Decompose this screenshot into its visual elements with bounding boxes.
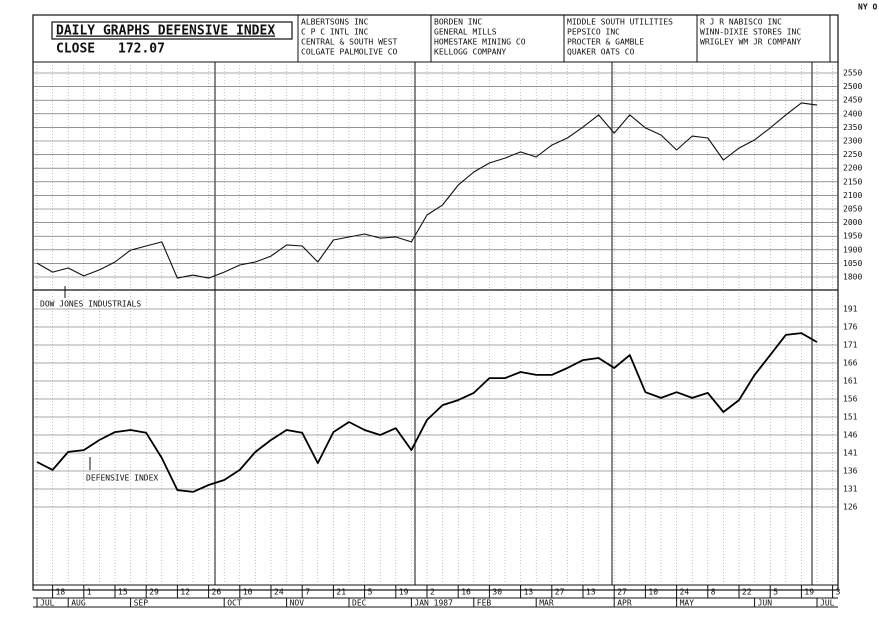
- component-name: HOMESTAKE MINING CO: [434, 38, 526, 47]
- y-tick-label: 176: [843, 323, 858, 332]
- y-tick-label: 2250: [843, 150, 862, 159]
- y-tick-label: 2300: [843, 137, 862, 146]
- series-line: [36, 102, 818, 279]
- y-tick-label: 2400: [843, 109, 862, 118]
- x-tick-label: 22: [742, 588, 752, 597]
- y-tick-label: 2500: [843, 82, 862, 91]
- title-box: [51, 21, 293, 40]
- x-tick-label: 10: [243, 588, 253, 597]
- chart-title: DAILY GRAPHS DEFENSIVE INDEX: [56, 24, 275, 39]
- corner-label: NY O: [858, 3, 877, 12]
- y-tick-label: 2550: [843, 69, 862, 78]
- month-label: AUG: [71, 599, 86, 608]
- month-label: DEC: [352, 599, 367, 608]
- component-name: PEPSICO INC: [567, 28, 620, 37]
- series-line: [36, 332, 818, 493]
- month-label: MAR: [539, 599, 554, 608]
- x-tick-label: 26: [212, 588, 222, 597]
- y-tick-label: 1900: [843, 245, 862, 254]
- x-tick-label: 2: [430, 588, 435, 597]
- x-tick-label: 29: [149, 588, 159, 597]
- x-tick-label: 24: [274, 588, 284, 597]
- x-tick-label: 16: [461, 588, 471, 597]
- x-tick-label: 19: [399, 588, 409, 597]
- y-tick-label: 1800: [843, 273, 862, 282]
- y-tick-label: 161: [843, 377, 858, 386]
- y-tick-label: 146: [843, 431, 858, 440]
- component-name: C P C INTL INC: [301, 28, 369, 37]
- x-tick-label: 1: [87, 588, 92, 597]
- y-tick-label: 141: [843, 449, 858, 458]
- x-tick-label: 5: [368, 588, 373, 597]
- x-tick-label: 18: [56, 588, 66, 597]
- y-tick-label: 2350: [843, 123, 862, 132]
- y-tick-label: 2050: [843, 205, 862, 214]
- component-name: KELLOGG COMPANY: [434, 48, 506, 57]
- x-tick-label: 12: [180, 588, 190, 597]
- y-tick-label: 1950: [843, 232, 862, 241]
- component-name: R J R NABISCO INC: [700, 18, 782, 27]
- y-tick-label: 2000: [843, 218, 862, 227]
- month-label: JUL: [40, 599, 55, 608]
- x-tick-label: 19: [804, 588, 814, 597]
- close-label: CLOSE: [56, 42, 95, 57]
- x-tick-label: 15: [118, 588, 128, 597]
- x-tick-label: 27: [617, 588, 627, 597]
- month-label: OCT: [227, 599, 242, 608]
- month-label: APR: [617, 599, 632, 608]
- component-name: CENTRAL & SOUTH WEST: [301, 38, 398, 47]
- component-name: WRIGLEY WM JR COMPANY: [700, 38, 801, 47]
- y-tick-label: 156: [843, 395, 858, 404]
- y-tick-label: 166: [843, 359, 858, 368]
- y-tick-label: 136: [843, 467, 858, 476]
- component-name: BORDEN INC: [434, 18, 482, 27]
- component-name: COLGATE PALMOLIVE CO: [301, 48, 398, 57]
- x-tick-label: 21: [336, 588, 346, 597]
- month-label: JAN 1987: [414, 599, 453, 608]
- month-label: NOV: [290, 599, 305, 608]
- month-label: JUL: [820, 599, 835, 608]
- x-tick-label: 13: [524, 588, 534, 597]
- y-tick-label: 191: [843, 305, 858, 314]
- component-name: PROCTER & GAMBLE: [567, 38, 644, 47]
- x-tick-label: 8: [711, 588, 716, 597]
- component-name: WINN-DIXIE STORES INC: [700, 28, 801, 37]
- y-tick-label: 151: [843, 413, 858, 422]
- x-tick-label: 3: [836, 588, 841, 597]
- x-tick-label: 30: [492, 588, 502, 597]
- component-name: MIDDLE SOUTH UTILITIES: [567, 18, 673, 27]
- x-tick-label: 27: [555, 588, 565, 597]
- annotation: DEFENSIVE INDEX: [86, 474, 158, 483]
- x-tick-label: 13: [586, 588, 596, 597]
- y-tick-label: 126: [843, 503, 858, 512]
- x-tick-label: 10: [648, 588, 658, 597]
- close-value: 172.07: [118, 42, 165, 57]
- component-box: [696, 14, 831, 63]
- component-name: ALBERTSONS INC: [301, 18, 369, 27]
- y-tick-label: 2100: [843, 191, 862, 200]
- y-tick-label: 1050: [843, 259, 862, 268]
- component-name: QUAKER OATS CO: [567, 48, 635, 57]
- month-label: SEP: [134, 599, 149, 608]
- y-tick-label: 2150: [843, 177, 862, 186]
- x-tick-label: 5: [773, 588, 778, 597]
- annotation: DOW JONES INDUSTRIALS: [40, 300, 141, 309]
- y-tick-label: 131: [843, 485, 858, 494]
- month-label: JUN: [758, 599, 773, 608]
- x-tick-label: 24: [680, 588, 690, 597]
- month-label: FEB: [477, 599, 492, 608]
- component-name: GENERAL MILLS: [434, 28, 497, 37]
- y-tick-label: 2200: [843, 164, 862, 173]
- month-label: MAY: [680, 599, 695, 608]
- y-tick-label: 2450: [843, 96, 862, 105]
- x-tick-label: 7: [305, 588, 310, 597]
- y-tick-label: 171: [843, 341, 858, 350]
